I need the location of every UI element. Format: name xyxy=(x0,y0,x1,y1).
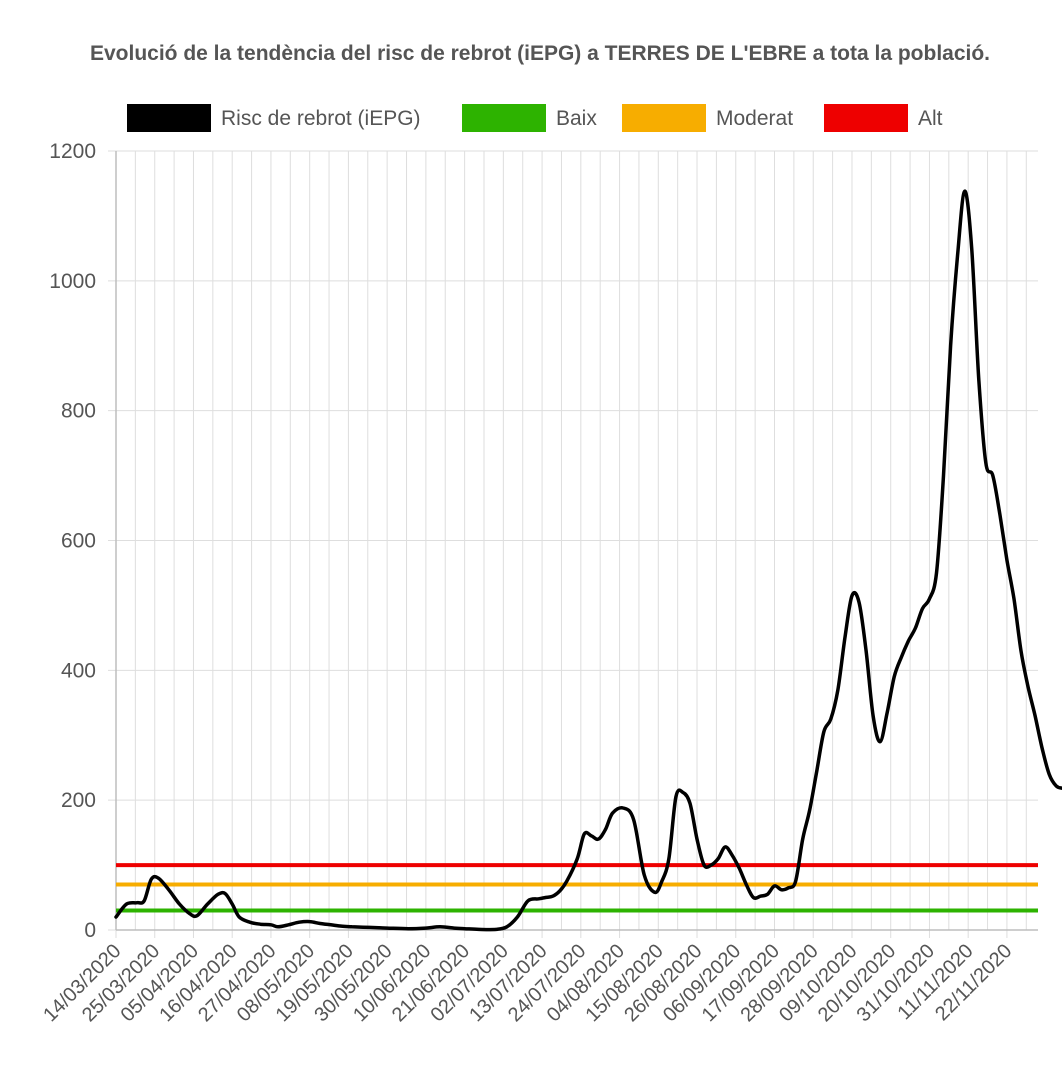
legend-swatch-iepg xyxy=(127,104,211,132)
y-tick-label: 0 xyxy=(84,919,96,942)
grid xyxy=(108,150,1038,938)
legend-item-moderat[interactable]: Moderat xyxy=(622,104,793,132)
y-tick-label: 400 xyxy=(61,659,96,682)
threshold-lines xyxy=(116,863,1038,913)
legend-swatch-baix xyxy=(462,104,546,132)
y-tick-label: 1200 xyxy=(49,140,96,163)
legend-label-alt: Alt xyxy=(918,107,943,130)
legend-swatch-moderat xyxy=(622,104,706,132)
x-axis-ticks: 14/03/202025/03/202005/04/202016/04/2020… xyxy=(39,940,1016,1026)
y-tick-label: 600 xyxy=(61,530,96,553)
y-axis-ticks: 0 200 400 600 800 1000 1200 xyxy=(49,140,96,942)
legend-label-iepg: Risc de rebrot (iEPG) xyxy=(221,107,421,130)
y-tick-label: 1000 xyxy=(49,270,96,293)
series-line-iepg xyxy=(114,189,1062,932)
legend-item-iepg[interactable]: Risc de rebrot (iEPG) xyxy=(127,104,421,132)
series xyxy=(114,189,1062,932)
legend-item-baix[interactable]: Baix xyxy=(462,104,597,132)
legend-label-moderat: Moderat xyxy=(716,107,793,130)
legend: Risc de rebrot (iEPG) Baix Moderat Alt xyxy=(127,104,943,132)
y-tick-label: 200 xyxy=(61,789,96,812)
chart-title: Evolució de la tendència del risc de reb… xyxy=(90,42,990,65)
legend-label-baix: Baix xyxy=(556,107,597,130)
legend-item-alt[interactable]: Alt xyxy=(824,104,943,132)
legend-swatch-alt xyxy=(824,104,908,132)
y-tick-label: 800 xyxy=(61,400,96,423)
